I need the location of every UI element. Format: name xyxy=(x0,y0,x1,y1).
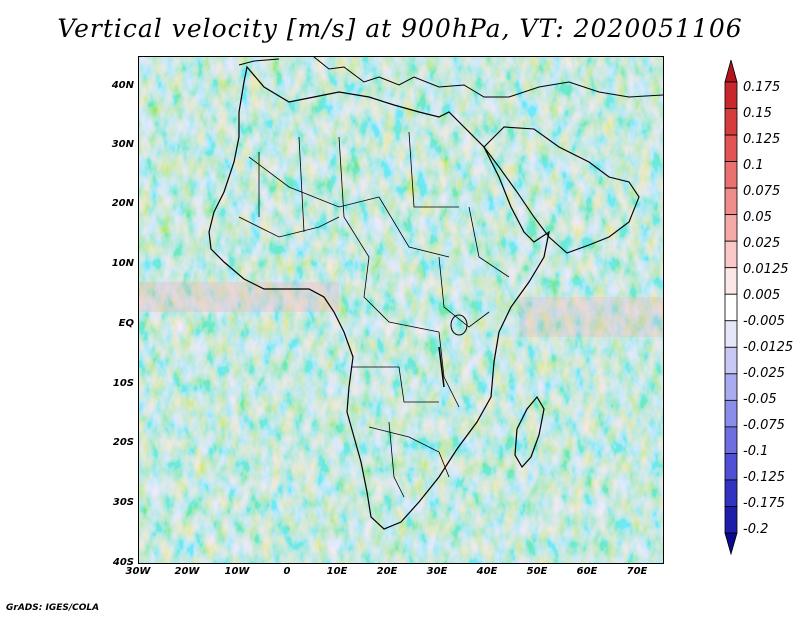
arabia-coastline xyxy=(483,126,640,254)
colorbar-label: -0.025 xyxy=(743,366,785,381)
lat-label-40n: 40N xyxy=(111,80,134,91)
lake-tanganyika xyxy=(438,346,445,388)
colorbar-segment xyxy=(724,426,738,454)
lat-label-20n: 20N xyxy=(111,198,134,209)
colorbar-label: 0.05 xyxy=(743,210,772,225)
colorbar-label: 0.175 xyxy=(743,80,781,95)
map-plot-area xyxy=(138,56,664,564)
lat-label-10s: 10S xyxy=(112,378,134,389)
colorbar-label: -0.2 xyxy=(743,522,769,537)
itcz-band xyxy=(139,282,339,312)
colorbar-segment xyxy=(724,108,738,136)
lon-label-60e: 60E xyxy=(576,566,598,577)
lon-label-10w: 10W xyxy=(224,566,250,577)
colorbar-segment xyxy=(724,532,738,555)
colorbar-label: 0.1 xyxy=(743,158,764,173)
colorbar xyxy=(724,60,738,555)
colorbar-segment xyxy=(724,399,738,428)
lat-label-30n: 30N xyxy=(111,139,134,150)
lat-label-eq: EQ xyxy=(118,318,134,329)
colorbar-label: 0.075 xyxy=(743,184,781,199)
colorbar-label: 0.125 xyxy=(743,132,781,147)
colorbar-label: -0.175 xyxy=(743,496,785,511)
chart-title: Vertical velocity [m/s] at 900hPa, VT: 2… xyxy=(57,14,743,43)
colorbar-segment xyxy=(724,161,738,189)
lon-label-70e: 70E xyxy=(626,566,648,577)
colorbar-segment xyxy=(724,373,738,401)
lon-label-20e: 20E xyxy=(376,566,398,577)
colorbar-label: 0.025 xyxy=(743,236,781,251)
colorbar-label: -0.075 xyxy=(743,418,785,433)
colorbar-segment xyxy=(724,60,738,83)
colorbar-label: 0.15 xyxy=(743,106,772,121)
country-borders xyxy=(238,131,510,498)
colorbar-label: -0.05 xyxy=(743,392,777,407)
lon-label-40e: 40E xyxy=(476,566,498,577)
colorbar-label: 0.005 xyxy=(743,288,781,303)
lake-victoria xyxy=(450,314,468,336)
colorbar-label: -0.005 xyxy=(743,314,785,329)
colorbar-segment xyxy=(724,214,738,242)
colorbar-label: -0.0125 xyxy=(743,340,794,355)
colorbar-label: -0.125 xyxy=(743,470,785,485)
colorbar-segment xyxy=(724,346,738,375)
velocity-field xyxy=(139,57,663,563)
lat-label-40s: 40S xyxy=(112,557,134,568)
colorbar-segment xyxy=(724,267,738,295)
lat-label-20s: 20S xyxy=(112,437,134,448)
lat-label-10n: 10N xyxy=(111,258,134,269)
colorbar-segment xyxy=(724,81,738,109)
colorbar-segment xyxy=(724,187,738,216)
lon-label-30w: 30W xyxy=(125,566,151,577)
africa-coastline xyxy=(208,65,550,530)
madagascar-coastline xyxy=(514,395,545,469)
europe-coastline xyxy=(238,57,663,98)
colorbar-segment xyxy=(724,453,738,481)
colorbar-label: -0.1 xyxy=(743,444,769,459)
colorbar-label: 0.0125 xyxy=(743,262,789,277)
lat-label-30s: 30S xyxy=(112,497,134,508)
lon-label-0: 0 xyxy=(283,566,291,577)
colorbar-segment xyxy=(724,320,738,348)
colorbar-segment xyxy=(724,240,738,269)
grads-credit: GrADS: IGES/COLA xyxy=(6,603,100,613)
colorbar-segment xyxy=(724,479,738,507)
lon-label-10e: 10E xyxy=(326,566,348,577)
lon-label-50e: 50E xyxy=(526,566,548,577)
lon-label-20w: 20W xyxy=(174,566,200,577)
lon-label-30e: 30E xyxy=(426,566,448,577)
colorbar-segment xyxy=(724,134,738,162)
colorbar-segment xyxy=(724,506,738,534)
colorbar-segment xyxy=(724,293,738,322)
